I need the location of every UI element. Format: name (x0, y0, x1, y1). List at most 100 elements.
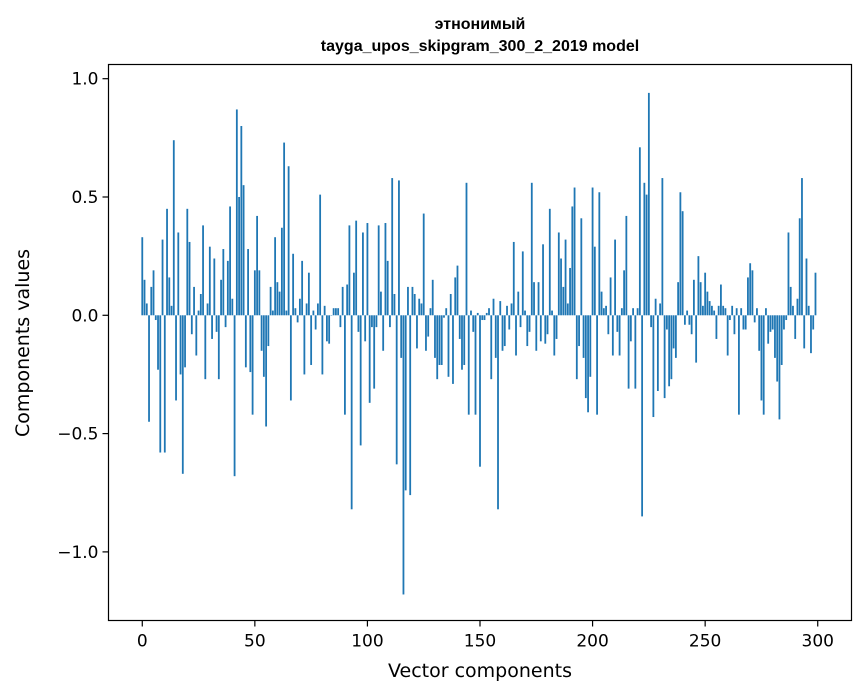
y-tick-label: −0.5 (57, 425, 98, 445)
bar-22 (190, 315, 193, 335)
bar-99 (364, 315, 367, 342)
bar-258 (722, 305, 725, 316)
bar-73 (305, 303, 308, 316)
bar-253 (711, 305, 713, 316)
bar-60 (276, 282, 279, 316)
bar-237 (674, 315, 677, 358)
bar-291 (796, 298, 799, 316)
x-tick-label: 200 (576, 632, 608, 652)
bar-61 (278, 291, 281, 316)
bar-236 (672, 315, 675, 349)
bar-144 (465, 182, 468, 316)
bar-87 (337, 308, 340, 316)
bar-196 (582, 315, 585, 358)
bar-90 (344, 315, 346, 415)
bar-54 (262, 315, 265, 377)
bar-56 (267, 315, 270, 347)
bar-154 (488, 308, 490, 316)
bar-79 (319, 194, 322, 316)
bar-114 (398, 180, 400, 316)
bar-108 (384, 223, 387, 316)
bar-235 (670, 315, 673, 380)
bar-180 (546, 315, 549, 335)
bar-170 (524, 310, 526, 316)
bar-74 (307, 272, 310, 316)
bar-45 (242, 185, 245, 316)
bar-163 (508, 315, 511, 330)
bar-205 (602, 308, 605, 316)
bar-6 (154, 315, 157, 321)
bar-137 (449, 294, 452, 316)
bar-97 (359, 315, 362, 446)
bar-296 (807, 305, 810, 316)
bar-263 (733, 315, 736, 335)
bar-211 (616, 315, 619, 332)
bar-197 (584, 315, 587, 399)
bar-246 (695, 315, 698, 363)
bar-226 (650, 315, 653, 328)
bar-140 (456, 265, 459, 316)
bar-11 (166, 208, 168, 316)
bar-224 (645, 194, 648, 316)
bar-139 (454, 277, 457, 316)
bar-145 (467, 315, 470, 415)
bar-292 (798, 218, 801, 316)
bar-242 (686, 310, 689, 316)
bar-124 (420, 303, 423, 316)
bar-171 (526, 315, 529, 347)
y-tick-label: 1.0 (71, 70, 98, 90)
x-tick-label: 50 (244, 632, 266, 652)
bar-223 (643, 182, 646, 316)
x-axis-label: Vector components (388, 660, 572, 682)
bar-39 (229, 206, 231, 316)
bar-243 (688, 315, 691, 325)
bar-157 (494, 315, 497, 358)
bar-244 (690, 315, 693, 335)
bar-131 (436, 315, 439, 380)
bar-178 (542, 244, 544, 316)
bar-100 (366, 223, 369, 316)
y-tick-label: 0.0 (71, 306, 98, 326)
bar-299 (814, 272, 817, 316)
bar-220 (636, 308, 639, 316)
bar-43 (238, 196, 240, 316)
bar-37 (224, 315, 227, 328)
bar-72 (303, 315, 306, 375)
bar-46 (244, 315, 247, 368)
bar-93 (350, 315, 353, 510)
bar-164 (510, 303, 513, 316)
bar-68 (294, 308, 297, 316)
bar-42 (235, 109, 238, 316)
bar-285 (783, 315, 785, 330)
bar-245 (692, 279, 695, 316)
bar-66 (289, 315, 292, 401)
bar-162 (506, 305, 508, 316)
bar-82 (326, 315, 328, 342)
bar-238 (677, 282, 680, 316)
bar-207 (607, 315, 610, 335)
bar-27 (202, 225, 204, 316)
bar-282 (776, 315, 779, 382)
bar-101 (368, 315, 371, 403)
bar-222 (641, 315, 644, 517)
bar-52 (258, 270, 261, 316)
bar-188 (564, 239, 567, 316)
bar-274 (758, 315, 761, 351)
bar-127 (427, 315, 430, 337)
bar-1 (143, 279, 146, 316)
bar-184 (555, 315, 558, 339)
bar-227 (652, 315, 655, 418)
bar-120 (411, 286, 414, 316)
bar-247 (697, 256, 700, 316)
bar-261 (729, 315, 731, 321)
bar-64 (285, 310, 288, 316)
bar-138 (452, 315, 454, 384)
bar-26 (199, 294, 202, 316)
bar-15 (175, 315, 177, 401)
bar-254 (713, 310, 716, 316)
bar-251 (706, 291, 709, 316)
bar-284 (780, 315, 783, 365)
bar-289 (792, 305, 794, 316)
bar-167 (517, 291, 520, 316)
bar-234 (668, 315, 671, 387)
